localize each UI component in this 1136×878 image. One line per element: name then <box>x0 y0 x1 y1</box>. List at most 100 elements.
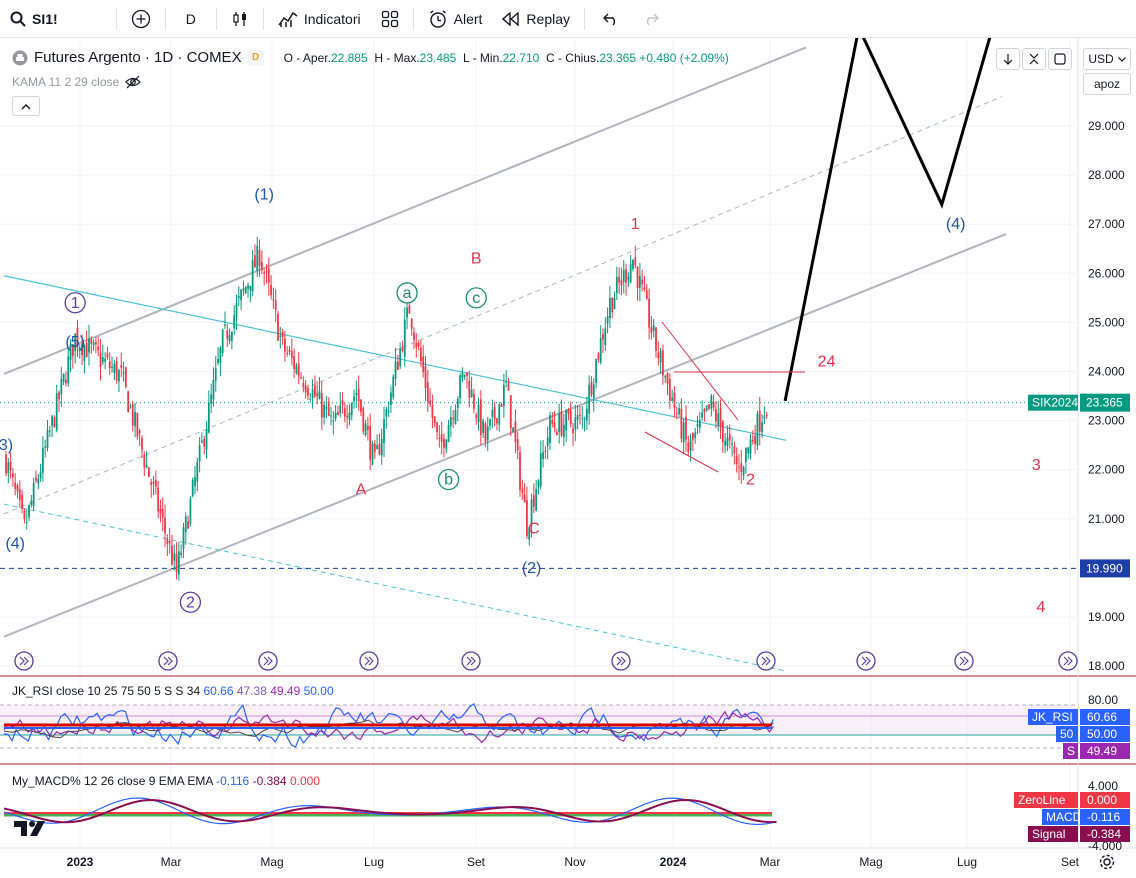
collapse-legend-button[interactable] <box>12 96 40 116</box>
candle-body <box>641 279 644 285</box>
candle-body <box>203 439 206 447</box>
candle-body <box>650 327 653 333</box>
candle-body <box>210 394 213 404</box>
candle-body <box>763 416 766 419</box>
chart-type-button[interactable] <box>221 0 259 38</box>
kama-indicator-legend[interactable]: KAMA 11 2 29 close <box>12 75 142 89</box>
indicators-button[interactable]: Indicatori <box>268 0 371 38</box>
undo-button[interactable] <box>589 0 633 38</box>
candle-body <box>724 440 727 446</box>
pane-controls <box>996 48 1072 70</box>
undo-icon <box>603 13 616 25</box>
candle-body <box>532 495 535 507</box>
macd-tag-value: -0.384 <box>1087 827 1121 841</box>
candle-body <box>129 406 132 408</box>
candle-body <box>154 479 157 487</box>
candle-body <box>521 488 524 493</box>
candle-body <box>643 287 646 290</box>
candle-body <box>489 418 491 426</box>
candle-body <box>452 417 455 420</box>
candle-body <box>440 434 443 442</box>
symbol-label: SI1! <box>32 10 58 27</box>
candle-body <box>88 338 90 353</box>
candle-body <box>39 472 42 479</box>
candle-body <box>5 454 7 474</box>
time-tick-label: Lug <box>364 855 384 869</box>
rsi-value-2: 47.38 <box>236 684 267 698</box>
maximize-pane-button[interactable] <box>1048 48 1072 70</box>
candle-body <box>304 385 307 393</box>
candle-body <box>447 425 450 443</box>
wave-label: 3 <box>1032 457 1041 474</box>
gear-icon[interactable] <box>1098 853 1116 871</box>
candle-body <box>171 545 173 565</box>
price-tick-label: 23.000 <box>1088 414 1125 428</box>
candle-body <box>449 417 452 427</box>
main-chart[interactable]: (1) (2) (4) (4) (5) 3) 1 2 a b c A B C 1 2 3 4 24 29.000 28… <box>0 38 1136 878</box>
alert-button[interactable]: Alert <box>418 0 493 38</box>
search-icon <box>10 11 26 27</box>
eye-hidden-icon[interactable] <box>125 75 142 89</box>
candle-body <box>567 409 570 414</box>
candle-body <box>242 288 245 291</box>
candle-body <box>392 376 395 398</box>
wedge-lower-line <box>644 431 719 473</box>
candle-body <box>99 352 102 367</box>
candle-body <box>279 335 282 337</box>
close-label: C - Chius. <box>545 50 600 65</box>
move-down-button[interactable] <box>996 48 1020 70</box>
collapse-pane-button[interactable] <box>1022 48 1046 70</box>
candle-body <box>413 332 415 340</box>
candle-body <box>369 426 372 460</box>
candle-body <box>638 275 641 288</box>
symbol-search-button[interactable]: SI1! <box>0 0 68 38</box>
rsi-tick-label: 80.00 <box>1088 693 1118 707</box>
candle-body <box>475 414 478 418</box>
channel-upper-line <box>3 46 807 375</box>
candle-body <box>263 272 266 274</box>
replay-button[interactable]: Replay <box>492 0 580 38</box>
candle-body <box>613 297 616 310</box>
wave-circle <box>64 292 86 314</box>
rsi-value-1: 60.66 <box>203 684 234 698</box>
compare-button[interactable] <box>121 0 161 38</box>
change-value: +0.480 (+2.09%) <box>639 50 729 65</box>
candle-body <box>265 271 268 273</box>
currency-select[interactable]: USD <box>1083 48 1131 70</box>
candle-body <box>297 364 300 376</box>
level-price-tag <box>1080 559 1130 578</box>
candle-body <box>609 298 611 319</box>
candle-body <box>415 342 418 348</box>
candle-body <box>323 404 325 418</box>
candle-body <box>436 422 438 433</box>
candle-body <box>509 395 512 429</box>
redo-button[interactable] <box>633 0 669 38</box>
candle-body <box>685 416 687 440</box>
candle-body <box>267 267 270 283</box>
candle-body <box>350 402 353 416</box>
candle-body <box>28 505 30 518</box>
candle-body <box>164 517 166 534</box>
price-tick-label: 21.000 <box>1088 512 1125 526</box>
macd-tag-value: 0.000 <box>1087 793 1117 807</box>
replay-marker-arrows <box>163 656 173 666</box>
tradingview-logo-icon[interactable] <box>14 818 48 838</box>
candle-body <box>482 420 485 433</box>
layouts-button[interactable] <box>371 0 409 38</box>
candle-body <box>97 346 100 351</box>
candle-body <box>108 361 111 369</box>
wave-label: (4) <box>5 535 25 552</box>
candle-body <box>196 462 199 482</box>
redo-icon <box>646 13 660 25</box>
candle-body <box>698 420 701 428</box>
candle-body <box>235 303 238 317</box>
candle-body <box>30 500 33 505</box>
candle-body <box>217 358 219 363</box>
candle-body <box>466 372 468 376</box>
candle-body <box>627 276 630 280</box>
scale-mode-button[interactable]: apoz <box>1083 73 1131 95</box>
candle-body <box>288 350 291 352</box>
interval-button[interactable]: D <box>170 0 212 38</box>
candle-body <box>583 418 586 420</box>
candle-body <box>659 351 662 363</box>
